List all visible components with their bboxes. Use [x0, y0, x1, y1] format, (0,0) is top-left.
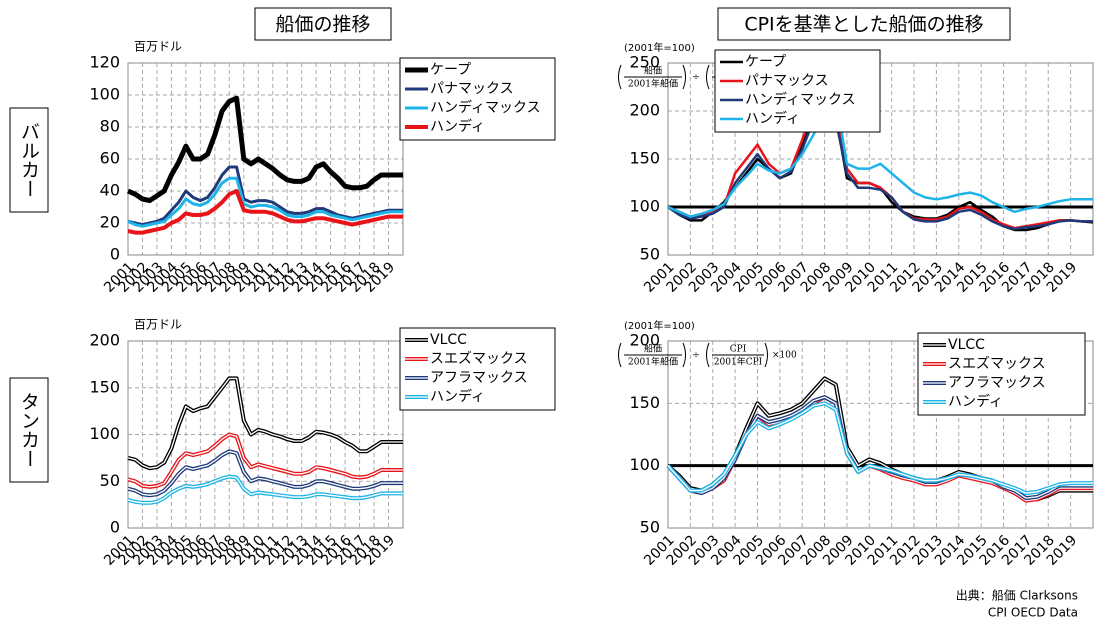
legend-label: パナマックス	[745, 73, 829, 89]
y-tick-label: 100	[629, 197, 660, 216]
formula-text: 2001年船価	[628, 356, 678, 368]
legend-label: VLCC	[948, 337, 985, 353]
source: CPI OECD Data	[988, 606, 1078, 620]
y-tick-label: 80	[100, 117, 120, 136]
formula-text: 2001年CPI	[714, 356, 763, 368]
y-tick-label: 100	[629, 455, 660, 474]
y-tick-label: 200	[89, 331, 120, 350]
formula-text: 船価	[644, 65, 662, 77]
formula-text: ÷	[692, 73, 700, 83]
formula-text: ÷	[692, 351, 700, 361]
legend-label: ハンディ	[430, 118, 485, 135]
series-line-inner	[667, 402, 1093, 494]
formula-text: ×100	[772, 351, 797, 361]
row-label-box	[9, 377, 49, 483]
series-line	[127, 189, 403, 235]
plot-border	[127, 62, 404, 256]
y-tick-label: 50	[640, 518, 660, 537]
title-box	[254, 7, 392, 41]
series-line-inner	[127, 475, 403, 504]
series-line-inner	[127, 377, 403, 469]
series-line	[667, 114, 1093, 231]
legend-label: VLCC	[430, 332, 467, 348]
row-label: バルカー	[18, 122, 40, 198]
column-title: 船価の推移	[275, 14, 370, 36]
y-tick-label: 200	[629, 101, 660, 120]
title-box	[717, 7, 1011, 41]
legend-label: ハンディ	[430, 388, 485, 405]
unit-label: 百万ドル	[134, 40, 182, 54]
bracket	[682, 64, 686, 90]
row-label-box	[9, 107, 49, 213]
legend-label: アフラマックス	[948, 375, 1046, 391]
y-tick-label: 250	[629, 53, 660, 72]
y-tick-label: 150	[629, 149, 660, 168]
plot-border	[667, 340, 1094, 529]
source: 出典：船価 Clarksons	[956, 589, 1078, 603]
column-title: CPIを基準とした船価の推移	[744, 14, 983, 36]
y-tick-label: 60	[100, 149, 120, 168]
y-tick-label: 150	[89, 377, 120, 396]
y-tick-label: 100	[89, 424, 120, 443]
y-tick-label: 50	[100, 471, 120, 490]
series-line	[127, 376, 403, 471]
legend-label: ケープ	[745, 54, 786, 70]
legend-label: ハンディマックス	[745, 91, 856, 108]
legend-label: パナマックス	[430, 81, 514, 97]
legend-label: アフラマックス	[430, 370, 528, 386]
note: (2001年=100)	[624, 41, 695, 54]
legend-label: ケープ	[430, 62, 471, 78]
series-line-inner	[127, 433, 403, 488]
plot-border	[127, 340, 404, 529]
bracket	[706, 342, 710, 368]
bracket	[764, 342, 768, 368]
unit-label: 百万ドル	[134, 318, 182, 332]
y-tick-label: 100	[89, 85, 120, 104]
y-tick-label: 40	[100, 181, 120, 200]
legend-label: ハンディマックス	[430, 99, 541, 116]
series-line-inner	[127, 450, 403, 496]
y-tick-label: 150	[629, 393, 660, 412]
y-tick-label: 200	[629, 331, 660, 350]
legend-label: スエズマックス	[948, 356, 1046, 372]
y-tick-label: 20	[100, 213, 120, 232]
series-line	[666, 401, 1093, 496]
series-line	[667, 95, 1093, 218]
row-label: タンカー	[18, 392, 40, 468]
series-line	[127, 176, 403, 228]
bracket	[618, 342, 622, 368]
y-tick-label: 120	[89, 53, 120, 72]
legend-label: ハンディ	[745, 110, 800, 127]
legend-label: スエズマックス	[430, 351, 528, 367]
note: (2001年=100)	[624, 319, 695, 332]
y-tick-label: 50	[640, 245, 660, 264]
legend-label: ハンディ	[948, 393, 1003, 410]
bracket	[706, 64, 710, 90]
series-line	[127, 165, 403, 227]
y-tick-label: 0	[110, 518, 120, 537]
series-line	[667, 114, 1094, 232]
formula-text: CPI	[730, 345, 747, 355]
series-line	[126, 95, 403, 204]
bracket	[618, 64, 622, 90]
formula-text: 船価	[644, 343, 662, 355]
bracket	[682, 342, 686, 368]
formula-text: 2001年船価	[628, 78, 678, 90]
y-tick-label: 0	[110, 245, 120, 264]
